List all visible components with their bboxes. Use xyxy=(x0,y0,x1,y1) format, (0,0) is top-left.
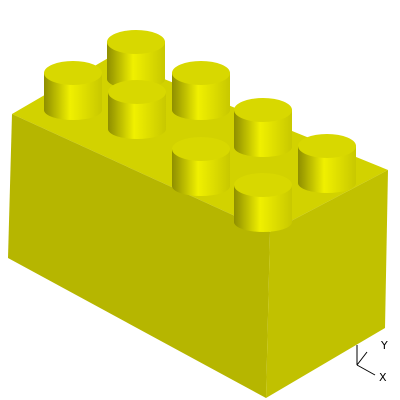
stud-cap xyxy=(172,61,230,85)
stud-cap xyxy=(44,61,102,85)
stud xyxy=(172,137,230,196)
stud-cap xyxy=(234,173,292,197)
brick-right-face xyxy=(266,170,388,398)
axis-triad: Y X xyxy=(356,339,388,384)
stud-group xyxy=(44,30,356,232)
stud-body xyxy=(172,73,230,120)
brick-left-face xyxy=(8,114,270,398)
x-axis-line xyxy=(356,364,376,376)
x-axis-label: X xyxy=(379,371,387,384)
stud-body xyxy=(298,146,356,193)
stud xyxy=(44,61,102,120)
stud xyxy=(172,61,230,120)
stud xyxy=(107,30,165,89)
stud xyxy=(234,98,292,157)
stud-cap xyxy=(234,98,292,122)
stud-cap xyxy=(298,134,356,158)
stud-cap xyxy=(172,137,230,161)
stud xyxy=(298,134,356,193)
stud-body xyxy=(172,149,230,196)
z-axis-line xyxy=(356,351,368,366)
y-axis-label: Y xyxy=(380,339,388,352)
stud-body xyxy=(234,110,292,157)
stud-body xyxy=(44,73,102,120)
stud-body xyxy=(108,92,166,139)
stud-cap xyxy=(107,30,165,54)
stud-cap xyxy=(108,80,166,104)
stud-body xyxy=(234,185,292,232)
stud xyxy=(234,173,292,232)
stud xyxy=(108,80,166,139)
stud-body xyxy=(107,42,165,89)
